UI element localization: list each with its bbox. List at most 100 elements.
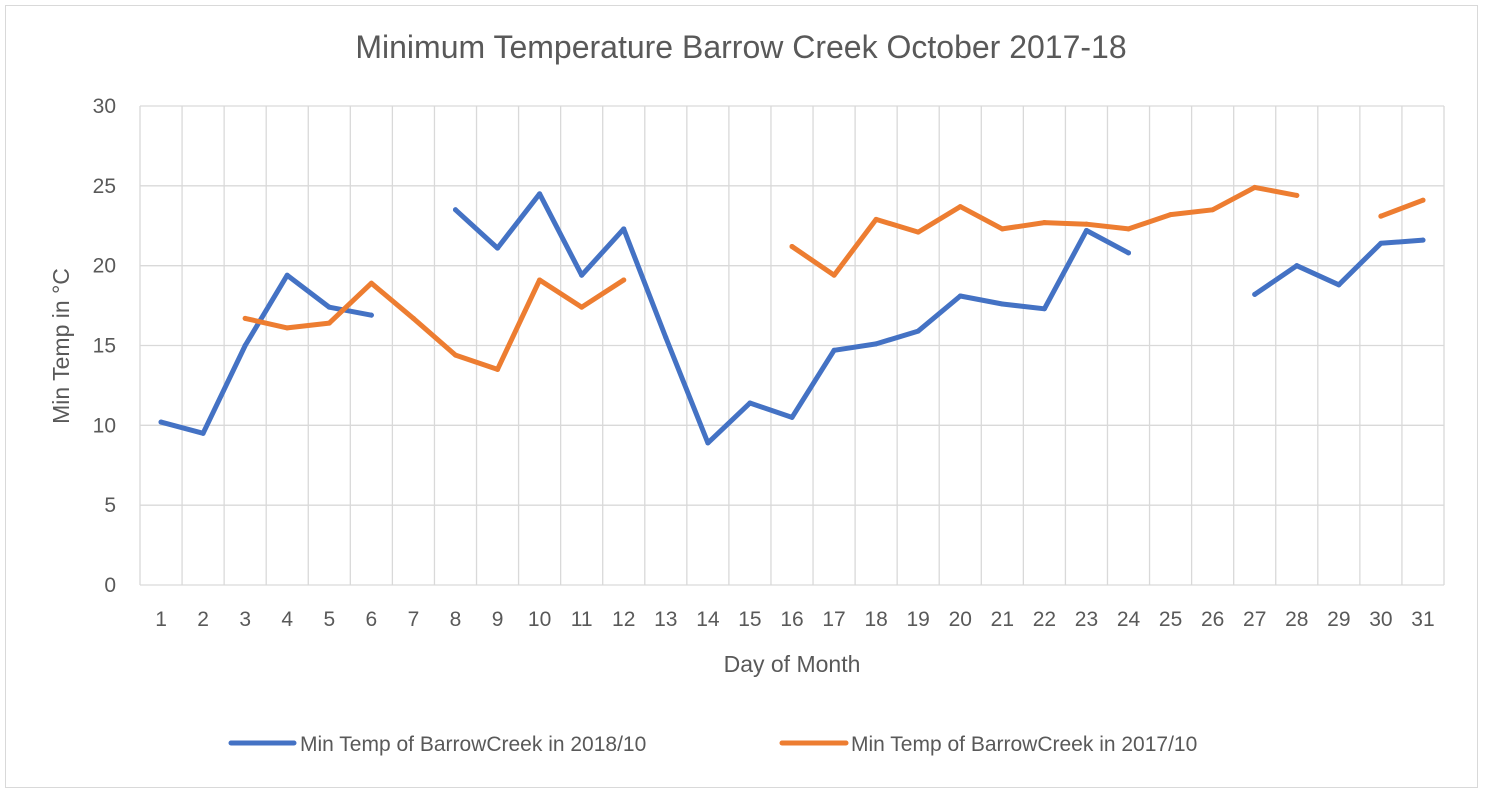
x-tick-label: 9 <box>492 608 504 631</box>
x-tick-label: 22 <box>1033 608 1056 631</box>
data-point <box>410 315 416 321</box>
data-point <box>1378 240 1384 246</box>
data-point <box>1041 306 1047 312</box>
data-point <box>158 419 164 425</box>
x-tick-label: 4 <box>281 608 293 631</box>
line-chart: Minimum Temperature Barrow Creek October… <box>48 29 1445 756</box>
data-point <box>1420 237 1426 243</box>
x-tick-label: 27 <box>1243 608 1266 631</box>
x-tick-label: 12 <box>612 608 635 631</box>
data-point <box>1126 226 1132 232</box>
x-tick-label: 11 <box>571 608 593 631</box>
data-point <box>873 341 879 347</box>
data-point <box>495 245 501 251</box>
x-tick-label: 26 <box>1201 608 1224 631</box>
data-point <box>1378 213 1384 219</box>
x-tick-label: 28 <box>1285 608 1308 631</box>
data-point <box>537 277 543 283</box>
y-tick-label: 10 <box>93 414 116 437</box>
data-point <box>495 366 501 372</box>
data-point <box>326 320 332 326</box>
x-tick-label: 3 <box>239 608 251 631</box>
x-axis-ticks: 1 2 3 4 5 6 7 8 9 10 11 12 13 14 15 16 17 18 19 20 21 22 23 24 2… <box>155 608 1434 631</box>
x-tick-label: 25 <box>1159 608 1182 631</box>
data-point <box>452 207 458 213</box>
y-tick-label: 30 <box>93 95 116 118</box>
data-point <box>999 301 1005 307</box>
x-tick-label: 15 <box>738 608 761 631</box>
data-point <box>368 312 374 318</box>
data-point <box>368 280 374 286</box>
data-point <box>1083 228 1089 234</box>
data-point <box>200 430 206 436</box>
data-point <box>999 226 1005 232</box>
data-point <box>789 244 795 250</box>
data-point <box>705 440 711 446</box>
data-point <box>831 272 837 278</box>
series-2 <box>242 184 1426 372</box>
x-tick-label: 10 <box>528 608 551 631</box>
x-tick-label: 24 <box>1117 608 1141 631</box>
x-tick-label: 1 <box>155 608 167 631</box>
data-point <box>957 204 963 210</box>
series-1 <box>158 191 1426 446</box>
y-tick-label: 25 <box>93 175 116 198</box>
y-tick-label: 20 <box>93 255 116 278</box>
data-point <box>957 293 963 299</box>
data-point <box>1126 250 1132 256</box>
data-point <box>1041 220 1047 226</box>
data-point <box>579 272 585 278</box>
x-tick-label: 18 <box>864 608 887 631</box>
data-point <box>242 315 248 321</box>
x-tick-label: 31 <box>1411 608 1434 631</box>
data-point <box>326 304 332 310</box>
data-point <box>747 400 753 406</box>
data-point <box>1252 184 1258 190</box>
x-tick-label: 30 <box>1369 608 1392 631</box>
data-point <box>1336 282 1342 288</box>
data-point <box>1294 192 1300 198</box>
x-axis-label: Day of Month <box>724 651 861 677</box>
x-tick-label: 19 <box>907 608 930 631</box>
legend-label: Min Temp of BarrowCreek in 2017/10 <box>851 733 1197 756</box>
x-tick-label: 2 <box>197 608 209 631</box>
data-point <box>915 328 921 334</box>
chart-frame: Minimum Temperature Barrow Creek October… <box>5 5 1478 788</box>
data-point <box>873 216 879 222</box>
x-tick-label: 8 <box>450 608 462 631</box>
data-point <box>579 304 585 310</box>
y-tick-label: 0 <box>104 574 116 597</box>
data-point <box>284 272 290 278</box>
data-point <box>242 343 248 348</box>
data-point <box>621 226 627 232</box>
y-tick-label: 15 <box>93 335 116 358</box>
data-point <box>831 347 837 353</box>
x-tick-label: 21 <box>991 608 1014 631</box>
y-axis-label: Min Temp in °C <box>48 268 74 424</box>
legend-item: Min Temp of BarrowCreek in 2017/10 <box>779 733 1197 756</box>
data-point <box>284 325 290 331</box>
x-tick-label: 7 <box>408 608 420 631</box>
data-point <box>1294 263 1300 269</box>
data-point <box>1420 197 1426 203</box>
x-tick-label: 6 <box>366 608 378 631</box>
y-axis-ticks: 0 5 10 15 20 25 30 <box>93 95 116 597</box>
x-tick-label: 13 <box>654 608 677 631</box>
data-point <box>537 191 543 197</box>
y-tick-label: 5 <box>104 494 116 517</box>
x-tick-label: 20 <box>949 608 972 631</box>
x-tick-label: 16 <box>780 608 803 631</box>
x-tick-label: 29 <box>1327 608 1350 631</box>
data-point <box>915 229 921 235</box>
data-point <box>1083 221 1089 227</box>
chart-title: Minimum Temperature Barrow Creek October… <box>355 29 1126 65</box>
data-point <box>621 277 627 283</box>
data-point <box>1252 291 1258 297</box>
x-tick-label: 23 <box>1075 608 1098 631</box>
data-point <box>1168 212 1174 218</box>
legend-item: Min Temp of BarrowCreek in 2018/10 <box>228 733 646 756</box>
series-line <box>242 184 1426 372</box>
data-point <box>1210 207 1216 213</box>
data-point <box>452 352 458 358</box>
data-point <box>789 414 795 420</box>
